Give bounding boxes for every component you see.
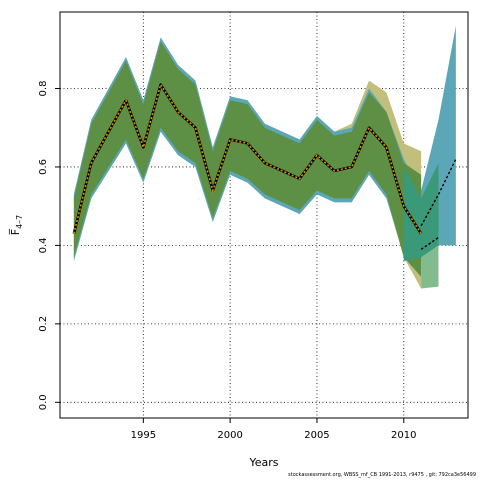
y-tick-label: 0.2 [38,316,49,332]
y-tick-label: 0.8 [38,81,49,97]
y-tick-label: 0.4 [38,237,49,253]
series-lines [72,82,457,250]
bands [73,25,456,289]
x-axis-title: Years [248,456,278,469]
estimate-line [73,82,422,235]
forecast-line-2 [420,236,439,250]
y-axis-title-main: F̅ [9,228,22,235]
footer-credit: stockassessment.org, WBSS_mf_CB 1991-201… [288,472,476,478]
y-axis-title: F̅4–7 [9,215,24,236]
y-axis-title-sub: 4–7 [15,215,24,229]
band-green [73,41,422,277]
y-tick-label: 0.6 [38,159,49,175]
x-axis: 1995 2000 2005 2010 [131,418,416,441]
plot-frame [59,11,469,419]
x-tick-label: 2010 [391,430,416,441]
y-tick-label: 0.0 [38,394,49,410]
x-tick-label: 2005 [304,430,329,441]
x-tick-label: 1995 [131,430,156,441]
band-sea [403,163,439,262]
y-axis: 0.0 0.2 0.4 0.6 0.8 [38,81,60,410]
x-tick-label: 2000 [217,430,242,441]
